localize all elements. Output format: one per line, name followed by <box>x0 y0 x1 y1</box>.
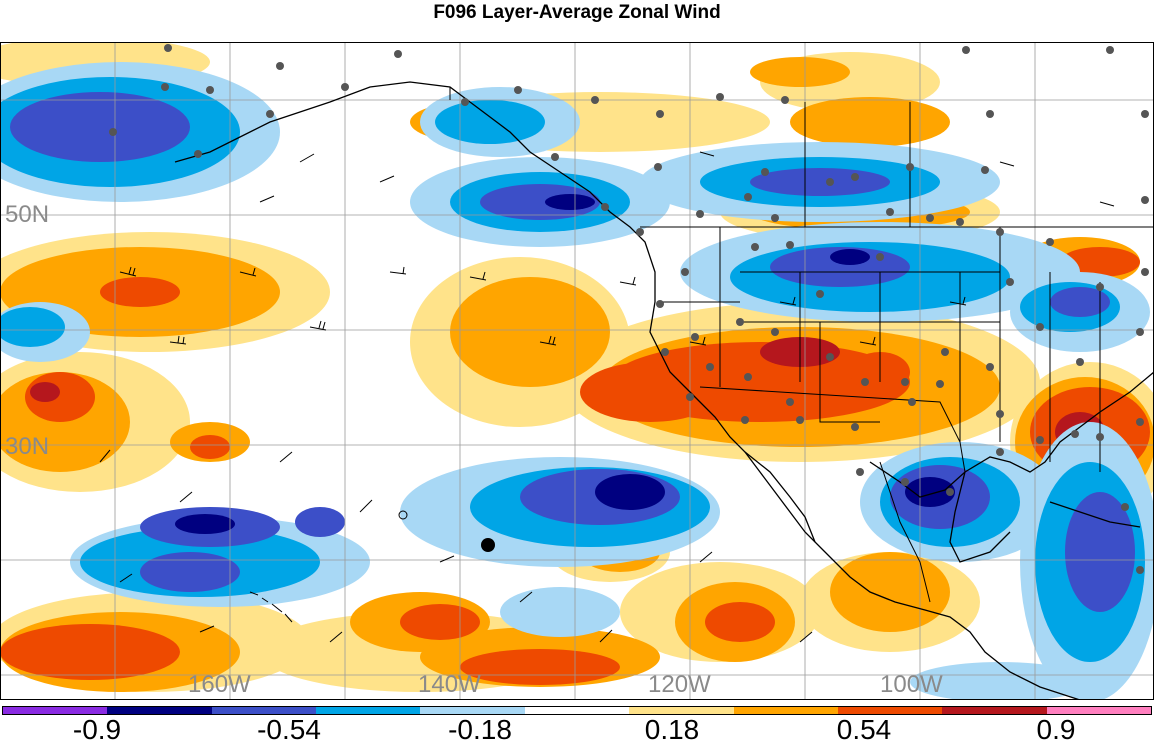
colorbar-label: 0.18 <box>644 714 700 745</box>
wind-barbs <box>99 151 1115 643</box>
highlight-point <box>481 538 495 552</box>
lon-label-140w: 140W <box>418 671 481 698</box>
open-station <box>398 510 408 520</box>
colorbar-swatch <box>316 707 421 714</box>
colorbar-label: 0.9 <box>1036 714 1076 745</box>
colorbar-swatch <box>1046 707 1151 714</box>
colorbar-swatch <box>107 707 212 714</box>
colorbar-swatch <box>211 707 317 714</box>
coastlines <box>174 81 1154 700</box>
station-dots <box>109 44 1149 574</box>
colorbar-swatch <box>420 707 525 714</box>
lon-label-160w: 160W <box>188 671 251 698</box>
colorbar-swatch <box>629 707 734 714</box>
hawaii-islands <box>249 591 293 623</box>
lat-label-50n: 50N <box>5 201 50 228</box>
map-title: F096 Layer-Average Zonal Wind <box>433 2 721 23</box>
contour-negative-strong <box>10 92 1135 612</box>
colorbar-swatch <box>524 707 630 714</box>
colorbar <box>2 706 1152 715</box>
colorbar-label: -0.18 <box>448 714 512 745</box>
colorbar-swatch <box>733 707 838 714</box>
colorbar-swatch <box>3 707 108 714</box>
colorbar-swatch <box>837 707 943 714</box>
contour-negative-max <box>175 194 955 534</box>
colorbar-label: -0.9 <box>72 714 122 745</box>
colorbar-label: -0.54 <box>257 714 321 745</box>
lat-label-30n: 30N <box>5 433 50 460</box>
lon-label-100w: 100W <box>880 671 943 698</box>
graticule <box>0 42 1154 700</box>
colorbar-label: 0.54 <box>836 714 892 745</box>
wind-map <box>0 42 1154 700</box>
colorbar-swatch <box>942 707 1047 714</box>
lon-label-120w: 120W <box>648 671 711 698</box>
